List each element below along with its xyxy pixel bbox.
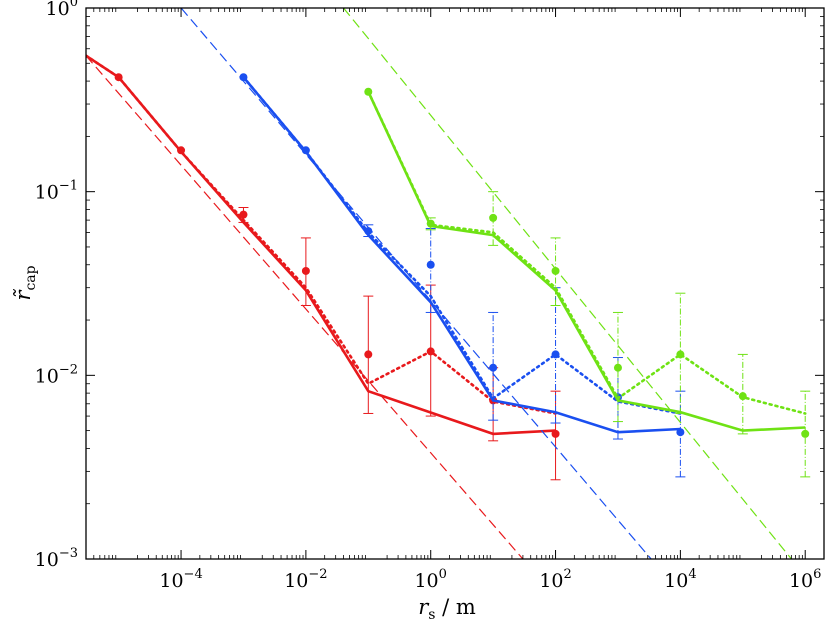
x-tick-label: 10−4 [159, 567, 202, 592]
series-red-point [114, 73, 123, 82]
series-green-dashed-line [343, 8, 792, 559]
series-red-point [551, 429, 560, 438]
series-green-point [801, 429, 810, 438]
y-axis-label: r̃cap [11, 265, 39, 300]
series-green-point [364, 87, 373, 96]
x-tick-label: 10−2 [284, 567, 327, 592]
y-tick-label: 100 [46, 0, 78, 20]
series-blue-point [676, 428, 685, 437]
series-blue-point [551, 350, 560, 359]
series-red-point [239, 210, 248, 219]
series-green-point [738, 392, 747, 401]
series-red-solid-line [86, 54, 556, 436]
series-blue-point [301, 146, 310, 155]
series-layer [86, 8, 811, 559]
series-blue-dashed-line [180, 8, 652, 559]
y-tick-label: 10−2 [35, 362, 78, 387]
series-green-point [489, 213, 498, 222]
y-tick-label: 10−3 [35, 546, 78, 571]
series-red-dashed-line [86, 55, 524, 559]
series-blue-dotted-line [242, 75, 682, 415]
series-blue-point [426, 260, 435, 269]
series-red-point [301, 266, 310, 275]
series-blue-point [489, 363, 498, 372]
series-red-point [177, 146, 186, 155]
x-axis-label: rs / m [418, 595, 476, 623]
series-blue-point [364, 227, 373, 236]
series-red-point [364, 350, 373, 359]
x-tick-label: 106 [789, 567, 821, 592]
tick-layer: 10−4 10−2 100 102 104 106 10−3 10−2 10−1 100 [35, 0, 824, 592]
series-green-point [426, 219, 435, 228]
x-tick-label: 102 [539, 567, 571, 592]
x-tick-label: 100 [414, 567, 446, 592]
series-blue-point [239, 73, 248, 82]
y-tick-label: 10−1 [35, 179, 78, 204]
series-green-point [551, 266, 560, 275]
series-green-dotted-line [366, 90, 807, 415]
x-tick-label: 104 [664, 567, 696, 592]
series-green-solid-line [367, 91, 806, 432]
plot-frame [85, 7, 825, 560]
series-green-point [676, 350, 685, 359]
series-red-point [426, 347, 435, 356]
series-blue-solid-line [242, 76, 681, 434]
series-green-point [613, 363, 622, 372]
